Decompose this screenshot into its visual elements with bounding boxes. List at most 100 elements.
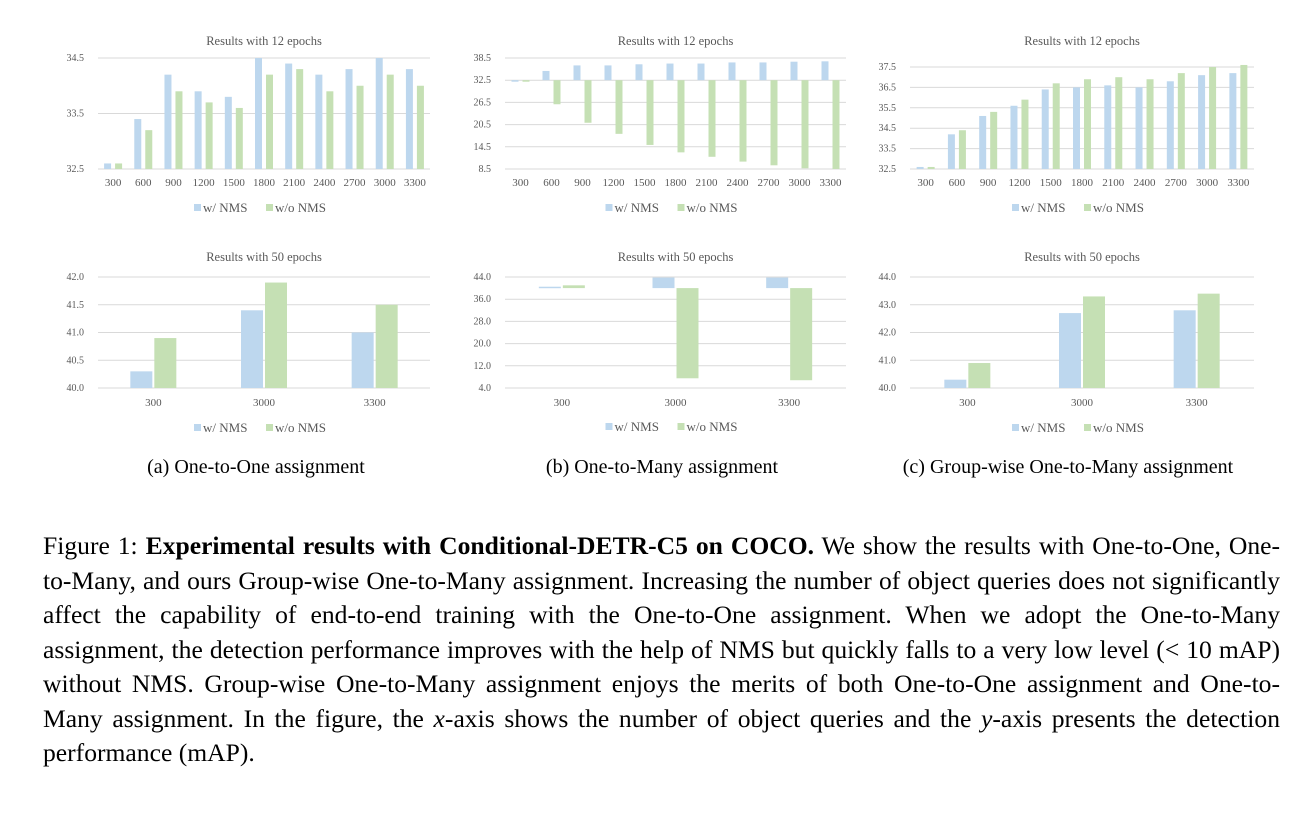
bar-w-nms <box>538 286 561 289</box>
y-tick-label: 20.5 <box>474 120 492 131</box>
x-tick-label: 1800 <box>253 177 276 189</box>
x-tick-label: 1200 <box>603 177 626 189</box>
bar-wo-nms <box>265 282 287 388</box>
legend-label-wo-nms: w/o NMS <box>687 200 738 215</box>
bar-wo-nms <box>801 80 809 169</box>
bar-w-nms <box>604 65 612 81</box>
y-tick-label: 36.5 <box>879 82 897 93</box>
x-tick-label: 2100 <box>283 177 306 189</box>
caption-prefix: Figure 1: <box>43 531 146 560</box>
bar-w-nms <box>542 70 550 81</box>
bar-w-nms <box>821 61 829 81</box>
x-tick-label: 900 <box>165 177 182 189</box>
bar-wo-nms <box>790 288 813 381</box>
bar-w-nms <box>130 371 153 388</box>
x-tick-label: 300 <box>105 177 122 189</box>
x-tick-label: 300 <box>554 397 571 409</box>
y-tick-label: 44.0 <box>879 272 897 283</box>
bar-w-nms <box>224 96 232 169</box>
x-tick-label: 900 <box>980 177 997 189</box>
x-tick-label: 600 <box>949 177 966 189</box>
bar-wo-nms <box>646 80 654 145</box>
x-tick-label: 300 <box>917 177 934 189</box>
bar-w-nms <box>1229 73 1237 169</box>
legend-label-w-nms: w/ NMS <box>203 200 247 215</box>
bar-wo-nms <box>927 166 935 169</box>
y-tick-label: 33.5 <box>879 144 897 155</box>
chart-b-12: 8.5 14.5 20.5 26.5 32.5 38.5 300 600 900 1200 1500… <box>474 34 846 215</box>
bar-wo-nms <box>356 85 364 169</box>
legend-label-w-nms: w/ NMS <box>1021 200 1065 215</box>
bar-w-nms <box>944 379 967 388</box>
bar-wo-nms <box>205 102 213 169</box>
bar-w-nms <box>1041 89 1049 169</box>
x-tick-label: 2400 <box>1134 177 1157 189</box>
x-tick-label: 3000 <box>789 177 812 189</box>
bar-w-nms <box>1073 87 1080 169</box>
y-tick-label: 40.0 <box>879 383 897 394</box>
bar-wo-nms <box>522 80 530 82</box>
bar-wo-nms <box>1084 79 1091 169</box>
bar-w-nms <box>1104 85 1112 169</box>
y-tick-label: 32.5 <box>879 164 897 175</box>
bar-wo-nms <box>832 80 840 169</box>
bar-w-nms <box>947 134 955 169</box>
bar-wo-nms <box>562 285 585 289</box>
bar-w-nms <box>697 63 705 81</box>
bar-w-nms <box>345 69 353 169</box>
y-tick-label: 35.5 <box>879 103 897 114</box>
y-tick-label: 14.5 <box>474 142 492 153</box>
bar-w-nms <box>1198 75 1206 169</box>
legend-label-wo-nms: w/o NMS <box>275 420 326 435</box>
x-tick-label: 1800 <box>1071 177 1094 189</box>
caption-text-1: We show the results with One-to-One, One… <box>43 531 1280 733</box>
y-tick-label: 32.5 <box>474 75 492 86</box>
caption-text-2: -axis shows the number of object queries… <box>444 703 981 733</box>
bar-w-nms <box>375 58 383 169</box>
y-tick-label: 38.5 <box>474 53 492 64</box>
bar-wo-nms <box>553 80 561 105</box>
bar-wo-nms <box>968 363 991 388</box>
x-tick-label: 3000 <box>1196 177 1219 189</box>
y-tick-label: 44.0 <box>474 272 492 283</box>
bar-w-nms <box>666 63 674 81</box>
subcaption-b: (b) One-to-Many assignment <box>545 456 779 478</box>
bar-wo-nms <box>708 80 716 157</box>
y-tick-label: 43.0 <box>879 300 897 311</box>
chart-c-12: 32.5 33.5 34.5 35.5 36.5 37.5 300 600 900 1200 150… <box>879 34 1254 215</box>
y-tick-label: 33.5 <box>67 109 85 120</box>
chart-title: Results with 50 epochs <box>206 250 322 264</box>
legend-swatch-wo-nms <box>266 424 273 431</box>
y-tick-label: 4.0 <box>479 383 492 394</box>
x-tick-label: 1500 <box>634 177 657 189</box>
legend-swatch-wo-nms <box>1084 204 1091 211</box>
y-tick-label: 12.0 <box>474 361 492 372</box>
x-tick-label: 1800 <box>665 177 688 189</box>
x-tick-label: 3000 <box>665 397 688 409</box>
x-tick-label: 2700 <box>1165 177 1188 189</box>
y-tick-label: 34.5 <box>879 123 897 134</box>
chart-b-50: 4.0 12.0 20.0 28.0 36.0 44.0 300 3000 3300 Result… <box>474 250 846 434</box>
chart-title: Results with 12 epochs <box>1024 34 1140 48</box>
y-tick-label: 41.0 <box>879 355 897 366</box>
chart-title: Results with 50 epochs <box>1024 250 1140 264</box>
caption-bold-title: Experimental results with Conditional-DE… <box>145 531 815 560</box>
bar-wo-nms <box>296 69 304 169</box>
figure-charts: 32.5 33.5 34.5 300 600 900 1200 1500 1800 2100 240… <box>67 34 1254 435</box>
x-tick-label: 3300 <box>1186 397 1209 409</box>
bar-w-nms <box>979 115 987 169</box>
chart-a-50: 40.0 40.5 41.0 41.5 42.0 300 3000 3300 Results w… <box>67 250 430 435</box>
bar-w-nms <box>241 310 263 388</box>
legend-swatch-w-nms <box>605 423 613 430</box>
x-tick-label: 3000 <box>253 397 276 409</box>
bar-wo-nms <box>677 80 685 153</box>
bar-w-nms <box>573 65 581 81</box>
bar-w-nms <box>405 69 413 169</box>
y-tick-label: 40.5 <box>67 355 85 366</box>
bar-w-nms <box>255 58 262 169</box>
y-tick-label: 32.5 <box>67 164 85 175</box>
x-tick-label: 2400 <box>313 177 336 189</box>
bar-wo-nms <box>676 288 699 379</box>
legend-swatch-w-nms <box>1012 204 1019 211</box>
legend-swatch-wo-nms <box>1084 424 1091 431</box>
